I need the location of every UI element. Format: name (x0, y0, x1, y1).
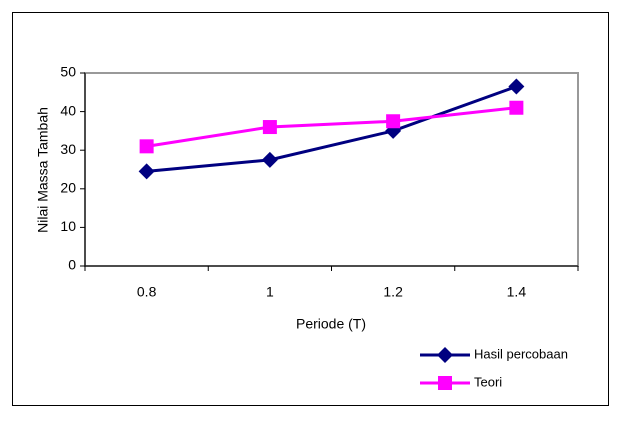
point (261, 151, 278, 168)
y-axis-label: Nilai Massa Tambah (35, 107, 51, 233)
x-tick-label: 0.8 (137, 284, 157, 300)
point (386, 114, 401, 129)
x-tick-label: 1 (266, 284, 274, 300)
y-tick-label: 0 (68, 257, 76, 273)
point (138, 163, 155, 180)
y-tick-label: 10 (60, 218, 76, 234)
y-tick-label: 20 (60, 180, 76, 196)
y-tick-label: 40 (60, 102, 76, 118)
point (262, 120, 277, 135)
x-tick-label: 1.4 (507, 284, 527, 300)
series-line (146, 85, 517, 173)
point (508, 78, 525, 95)
x-tick-label: 1.2 (383, 284, 403, 300)
x-axis-label: Periode (T) (296, 316, 366, 332)
y-tick-label: 50 (60, 64, 76, 80)
legend-marker (438, 376, 452, 390)
legend-label: Teori (474, 374, 502, 389)
point (139, 139, 154, 154)
y-tick-label: 30 (60, 141, 76, 157)
legend-marker (437, 347, 453, 363)
legend-label: Hasil percobaan (474, 346, 568, 361)
point (509, 100, 524, 115)
series-line (146, 106, 517, 148)
